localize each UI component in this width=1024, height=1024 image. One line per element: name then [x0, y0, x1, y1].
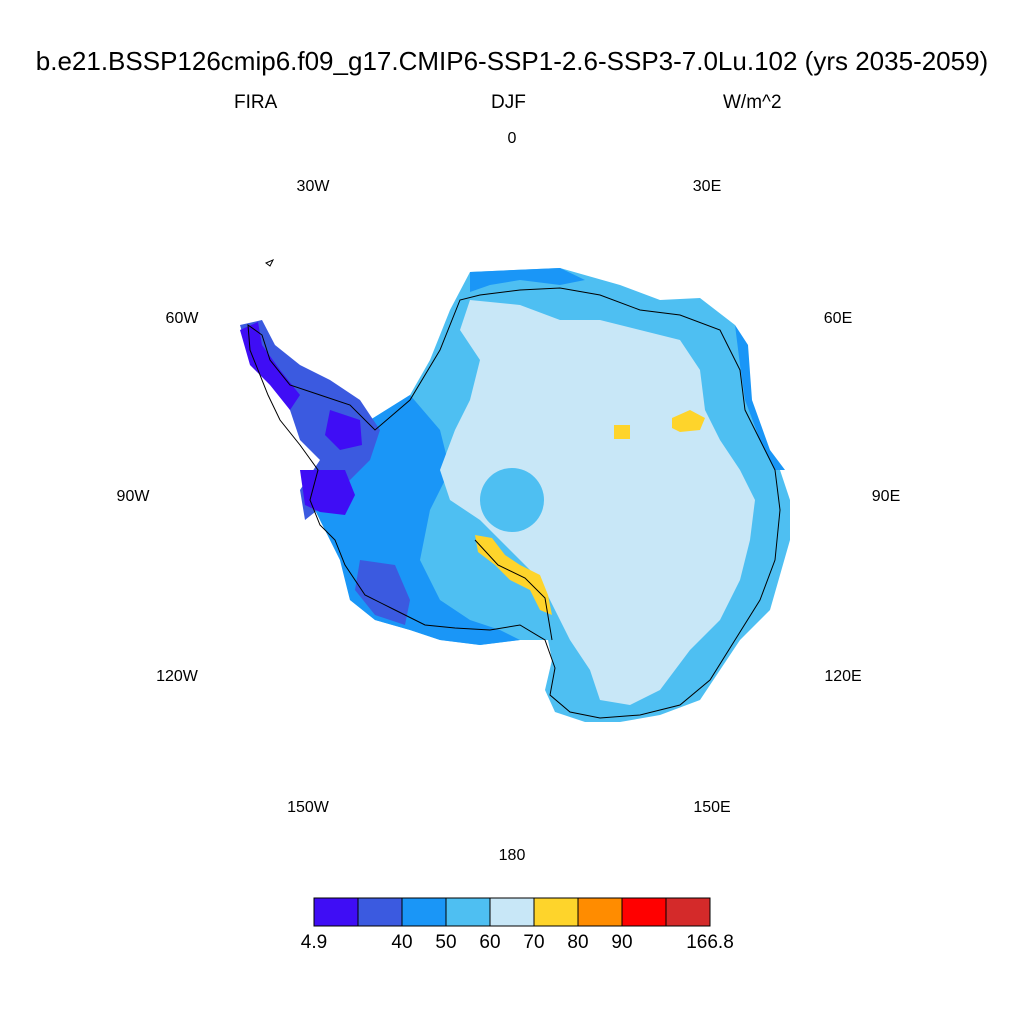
lon-label-150e: 150E	[693, 799, 731, 816]
region-north-coast	[470, 268, 585, 292]
colorbar-tick-label: 4.9	[300, 932, 328, 953]
lon-label-120e: 120E	[824, 668, 862, 685]
region-pole	[480, 468, 544, 532]
region-ross-warm	[475, 535, 552, 615]
region-west-dark-band	[355, 560, 410, 625]
lon-label-90w: 90W	[116, 488, 150, 505]
colorbar-swatch-5	[533, 897, 579, 927]
colorbar	[313, 897, 711, 927]
small-island-outline	[265, 259, 275, 267]
lon-label-60e: 60E	[823, 310, 853, 327]
colorbar-tick-label: 40	[391, 932, 413, 953]
lon-label-0: 0	[507, 130, 517, 147]
ross-shelf-edge	[474, 539, 553, 641]
lon-label-30e: 30E	[692, 178, 722, 195]
lon-label-120w: 120W	[156, 668, 198, 685]
colorbar-swatch-6	[577, 897, 623, 927]
colorbar-swatch-3	[445, 897, 491, 927]
region-west-deep-2	[325, 410, 362, 450]
region-west-deep-1	[300, 470, 355, 515]
region-east-coast	[735, 325, 785, 470]
colorbar-swatch-8	[665, 897, 711, 927]
lon-label-90e: 90E	[871, 488, 901, 505]
variable-label: FIRA	[234, 92, 278, 113]
colorbar-tick-label: 90	[611, 932, 633, 953]
colorbar-tick-label: 50	[435, 932, 457, 953]
colorbar-swatch-4	[489, 897, 535, 927]
colorbar-swatch-1	[357, 897, 403, 927]
colorbar-swatch-2	[401, 897, 447, 927]
map-title: b.e21.BSSP126cmip6.f09_g17.CMIP6-SSP1-2.…	[35, 46, 989, 76]
colorbar-tick-label: 166.8	[686, 932, 734, 953]
season-label: DJF	[491, 92, 526, 113]
coastline	[247, 287, 781, 719]
colorbar-tick-label: 70	[523, 932, 545, 953]
region-peninsula-deep	[240, 322, 300, 410]
lon-label-150w: 150W	[287, 799, 329, 816]
lon-label-30w: 30W	[296, 178, 330, 195]
region-east-warm-2	[672, 410, 705, 432]
colorbar-swatch-7	[621, 897, 667, 927]
region-east-warm-1	[614, 425, 630, 439]
colorbar-tick-label: 60	[479, 932, 501, 953]
units-label: W/m^2	[723, 92, 782, 113]
colorbar-tick-label: 80	[567, 932, 589, 953]
region-interior	[440, 300, 755, 705]
lon-label-180: 180	[498, 847, 526, 864]
colorbar-swatch-0	[313, 897, 359, 927]
lon-label-60w: 60W	[165, 310, 199, 327]
